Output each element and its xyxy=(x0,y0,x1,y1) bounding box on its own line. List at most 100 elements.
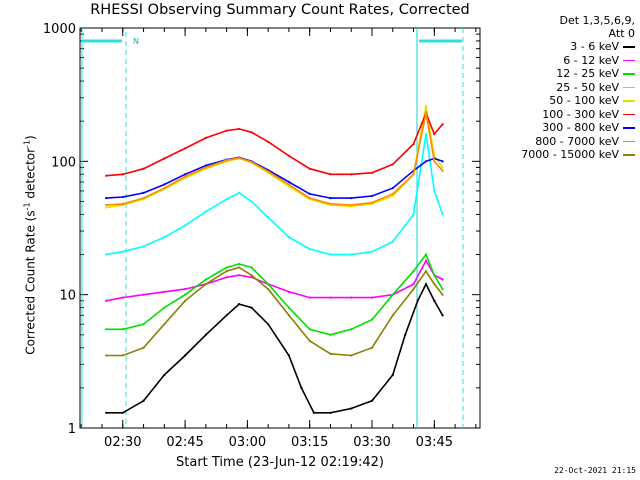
data-point xyxy=(287,314,291,317)
data-point xyxy=(142,191,145,194)
data-point xyxy=(370,346,374,349)
data-point xyxy=(308,196,311,200)
data-point xyxy=(121,250,124,253)
data-point xyxy=(105,411,108,414)
data-point xyxy=(250,274,253,277)
legend-label: 800 - 7000 keV xyxy=(535,134,619,148)
data-point xyxy=(163,186,166,190)
data-point xyxy=(183,293,187,296)
legend-label: 7000 - 15000 keV xyxy=(521,148,619,162)
data-point xyxy=(433,299,436,302)
data-point xyxy=(391,163,394,166)
legend-swatch xyxy=(623,73,635,75)
data-point xyxy=(350,173,353,176)
data-point xyxy=(433,133,436,136)
data-point xyxy=(424,104,428,108)
data-point xyxy=(441,293,444,296)
data-point xyxy=(412,173,415,176)
data-point xyxy=(370,250,374,253)
legend-item: 800 - 7000 keV xyxy=(470,135,635,149)
data-point xyxy=(267,283,270,286)
data-point xyxy=(163,306,166,309)
data-point xyxy=(287,154,291,157)
data-point xyxy=(370,399,374,402)
legend-swatch xyxy=(623,127,635,129)
data-point xyxy=(225,314,228,317)
data-point xyxy=(370,194,374,198)
data-point xyxy=(121,411,124,414)
data-point xyxy=(105,328,108,331)
data-point xyxy=(105,196,108,200)
data-point xyxy=(329,253,332,256)
data-point xyxy=(237,274,241,277)
data-point xyxy=(121,202,124,205)
data-point xyxy=(441,123,444,126)
data-point xyxy=(424,283,428,286)
legend-item: 12 - 25 keV xyxy=(470,67,635,81)
data-point xyxy=(183,288,187,291)
data-point xyxy=(287,290,291,293)
data-point xyxy=(350,196,353,200)
data-point xyxy=(350,407,353,410)
data-point xyxy=(433,274,436,277)
data-point xyxy=(433,283,436,286)
data-point xyxy=(329,202,332,205)
legend-item: 300 - 800 keV xyxy=(470,121,635,135)
data-point xyxy=(350,203,353,207)
data-point xyxy=(391,293,394,296)
chart-title: RHESSI Observing Summary Count Rates, Co… xyxy=(90,2,470,18)
data-point xyxy=(142,196,145,200)
data-point xyxy=(163,290,166,293)
data-point xyxy=(225,159,228,162)
y-axis-label: Corrected Count Rate (s-1 detector-1) xyxy=(22,135,38,355)
series-line xyxy=(106,252,444,336)
legend-label: 25 - 50 keV xyxy=(556,80,619,94)
data-point xyxy=(237,262,241,266)
data-point xyxy=(183,147,187,150)
data-point xyxy=(370,296,374,299)
data-point xyxy=(424,133,428,136)
data-point xyxy=(391,240,394,243)
data-point xyxy=(204,164,207,167)
legend-header-line-1: Det 1,3,5,6,9, xyxy=(559,14,635,27)
data-point xyxy=(225,270,228,273)
data-point xyxy=(308,328,311,331)
series-line xyxy=(106,133,444,256)
plot-frame xyxy=(79,27,481,429)
data-point xyxy=(287,354,291,357)
legend-label: 6 - 12 keV xyxy=(563,53,619,67)
data-point xyxy=(267,170,270,173)
x-tick-label: 03:00 xyxy=(229,435,266,450)
data-point xyxy=(204,166,207,169)
legend-header-line-2: Att 0 xyxy=(608,27,635,40)
data-point xyxy=(250,306,253,309)
data-point xyxy=(329,333,332,336)
data-point xyxy=(391,192,394,195)
data-point xyxy=(412,270,415,273)
data-point xyxy=(121,173,124,176)
data-point xyxy=(142,399,145,402)
data-point xyxy=(204,333,207,336)
data-point xyxy=(329,196,332,200)
data-point xyxy=(350,253,353,256)
data-point xyxy=(441,278,444,281)
data-point xyxy=(300,386,303,389)
data-point xyxy=(424,259,428,262)
data-point xyxy=(163,323,166,326)
annotation-n: N xyxy=(133,37,139,46)
data-point xyxy=(225,276,228,279)
series-line xyxy=(106,266,444,357)
x-tick-label: 03:30 xyxy=(353,435,390,450)
data-point xyxy=(329,411,332,414)
legend-swatch xyxy=(623,113,635,115)
legend-swatch xyxy=(623,154,635,156)
data-point xyxy=(250,200,253,203)
data-point xyxy=(287,180,291,184)
data-point xyxy=(308,339,311,343)
legend: Det 1,3,5,6,9, Att 0 3 - 6 keV 6 - 12 keV… xyxy=(470,14,635,162)
data-point xyxy=(204,278,207,281)
data-point xyxy=(370,171,374,174)
data-point xyxy=(350,328,353,331)
legend-item: 50 - 100 keV xyxy=(470,94,635,108)
data-point xyxy=(424,112,428,115)
